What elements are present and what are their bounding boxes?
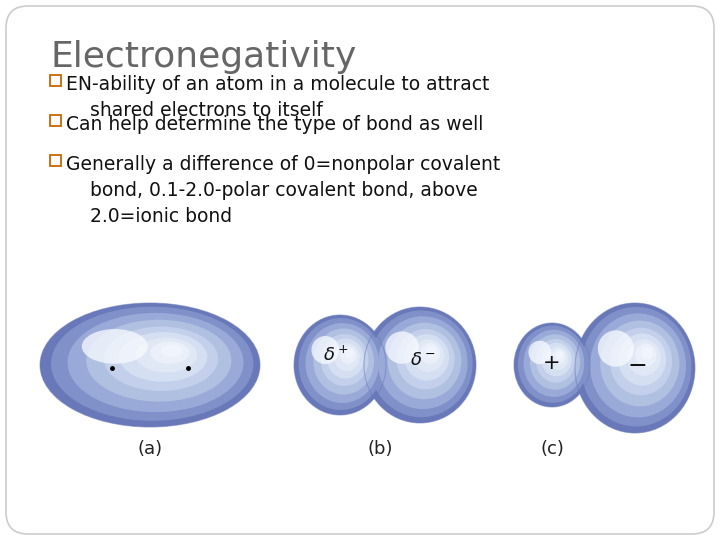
Ellipse shape <box>86 320 231 402</box>
Bar <box>50 75 61 86</box>
Ellipse shape <box>68 313 243 412</box>
Ellipse shape <box>299 318 383 410</box>
Text: (b): (b) <box>367 440 392 458</box>
Ellipse shape <box>387 323 462 399</box>
Ellipse shape <box>40 303 260 427</box>
Ellipse shape <box>385 332 419 364</box>
Ellipse shape <box>635 343 657 367</box>
Ellipse shape <box>575 303 695 433</box>
Ellipse shape <box>350 345 410 385</box>
Ellipse shape <box>523 330 585 397</box>
Ellipse shape <box>161 345 183 357</box>
Ellipse shape <box>641 347 653 360</box>
Ellipse shape <box>530 334 580 390</box>
Ellipse shape <box>369 310 472 417</box>
Ellipse shape <box>528 341 552 364</box>
Ellipse shape <box>536 339 575 383</box>
Text: Can help determine the type of bond as well: Can help determine the type of bond as w… <box>66 115 483 134</box>
Text: $\delta^+$: $\delta^+$ <box>323 346 349 365</box>
Ellipse shape <box>327 339 364 379</box>
Ellipse shape <box>104 327 218 391</box>
Ellipse shape <box>413 340 444 372</box>
Ellipse shape <box>581 307 691 427</box>
Ellipse shape <box>426 346 437 357</box>
Ellipse shape <box>618 334 666 386</box>
Text: $\delta^-$: $\delta^-$ <box>410 351 436 369</box>
Ellipse shape <box>334 343 360 371</box>
Ellipse shape <box>51 307 253 421</box>
Ellipse shape <box>378 316 467 409</box>
Text: (a): (a) <box>138 440 163 458</box>
Text: (c): (c) <box>540 440 564 458</box>
Ellipse shape <box>312 336 339 364</box>
FancyBboxPatch shape <box>6 6 714 534</box>
Ellipse shape <box>541 343 572 376</box>
Text: +: + <box>543 353 561 373</box>
Text: EN-ability of an atom in a molecule to attract
    shared electrons to itself: EN-ability of an atom in a molecule to a… <box>66 75 490 120</box>
Ellipse shape <box>397 329 455 389</box>
Ellipse shape <box>405 334 449 381</box>
Ellipse shape <box>135 338 197 373</box>
Ellipse shape <box>305 323 379 403</box>
Ellipse shape <box>82 329 148 364</box>
Ellipse shape <box>313 328 374 395</box>
Ellipse shape <box>518 326 588 403</box>
Ellipse shape <box>320 334 369 386</box>
Ellipse shape <box>552 349 566 364</box>
Ellipse shape <box>345 348 354 359</box>
Ellipse shape <box>120 332 207 382</box>
Ellipse shape <box>294 315 386 415</box>
Ellipse shape <box>150 341 189 364</box>
Ellipse shape <box>556 351 564 360</box>
Ellipse shape <box>590 313 686 417</box>
Ellipse shape <box>627 340 661 376</box>
Ellipse shape <box>420 343 440 364</box>
Text: −: − <box>627 354 647 378</box>
Bar <box>50 115 61 126</box>
Ellipse shape <box>610 328 672 395</box>
Ellipse shape <box>600 321 680 406</box>
Ellipse shape <box>547 347 568 370</box>
Ellipse shape <box>514 323 590 407</box>
Ellipse shape <box>364 307 476 423</box>
Text: Electronegativity: Electronegativity <box>50 40 356 74</box>
Ellipse shape <box>598 330 634 367</box>
Text: Generally a difference of 0=nonpolar covalent
    bond, 0.1-2.0-polar covalent b: Generally a difference of 0=nonpolar cov… <box>66 155 500 226</box>
Ellipse shape <box>340 346 356 364</box>
Ellipse shape <box>354 345 406 377</box>
Bar <box>50 155 61 166</box>
